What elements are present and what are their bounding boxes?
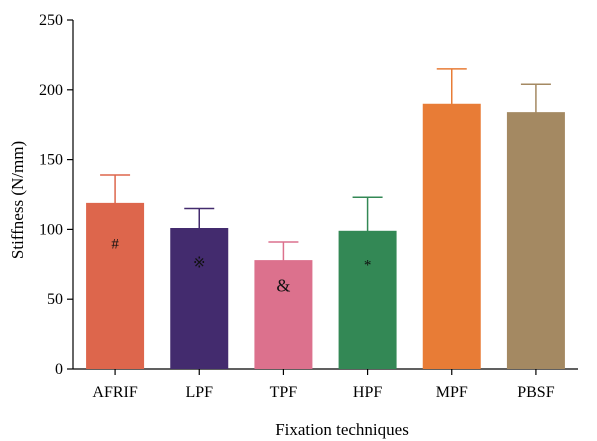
y-tick-label: 200 <box>39 82 63 99</box>
y-tick-label: 150 <box>39 152 63 169</box>
x-axis-title: Fixation techniques <box>275 420 409 439</box>
bar-annotation: & <box>276 275 290 295</box>
bar <box>338 230 397 369</box>
bar-annotation: ※ <box>193 255 206 271</box>
bar <box>170 228 229 369</box>
x-tick-label: LPF <box>185 384 213 401</box>
bar <box>254 260 313 369</box>
bar <box>422 103 481 369</box>
bar-annotation: * <box>364 257 372 273</box>
y-axis-title: Stiffness (N/mm) <box>8 141 27 259</box>
x-tick-label: PBSF <box>517 384 554 401</box>
y-tick-label: 0 <box>55 361 63 378</box>
bar-annotation: # <box>111 236 119 252</box>
y-tick-label: 250 <box>39 12 63 29</box>
bar <box>86 202 145 369</box>
x-tick-label: HPF <box>353 384 382 401</box>
x-tick-label: MPF <box>436 384 468 401</box>
bar <box>506 112 565 370</box>
x-tick-label: AFRIF <box>92 384 137 401</box>
x-tick-label: TPF <box>270 384 298 401</box>
y-tick-label: 100 <box>39 221 63 238</box>
y-tick-label: 50 <box>47 291 63 308</box>
plot-area: 0 50 100 150 200 250 AFRIF # LPF ※ TPF & HPF * MPF PBSF <box>39 12 578 401</box>
